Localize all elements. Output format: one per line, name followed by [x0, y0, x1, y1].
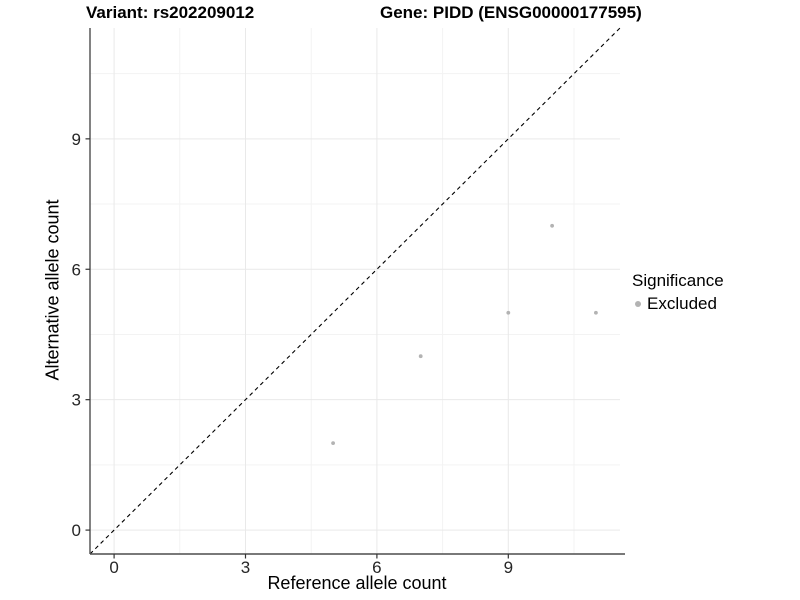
data-point: [594, 310, 598, 315]
data-point: [506, 310, 511, 315]
y-tick-label: 9: [72, 130, 81, 149]
data-point: [331, 441, 335, 446]
x-tick-label: 3: [241, 558, 250, 577]
gene-title: Gene: PIDD (ENSG00000177595): [380, 3, 642, 22]
x-axis-title: Reference allele count: [267, 573, 447, 593]
x-tick-label: 9: [504, 558, 513, 577]
legend-item-label: Excluded: [647, 294, 717, 313]
variant-title: Variant: rs202209012: [86, 3, 255, 22]
y-tick-label: 0: [72, 521, 81, 540]
y-axis-title: Alternative allele count: [42, 199, 63, 381]
legend-item-excluded: Excluded: [635, 294, 724, 314]
data-point: [418, 354, 423, 359]
legend-title: Significance: [632, 271, 724, 290]
legend: Significance Excluded: [632, 271, 724, 314]
x-tick-label: 6: [372, 558, 381, 577]
legend-key-dot-icon: [635, 301, 641, 307]
identity-line: [89, 27, 621, 555]
data-point: [550, 223, 555, 228]
y-tick-label: 6: [72, 260, 81, 279]
y-tick-label: 3: [72, 391, 81, 410]
x-tick-label: 0: [109, 558, 118, 577]
